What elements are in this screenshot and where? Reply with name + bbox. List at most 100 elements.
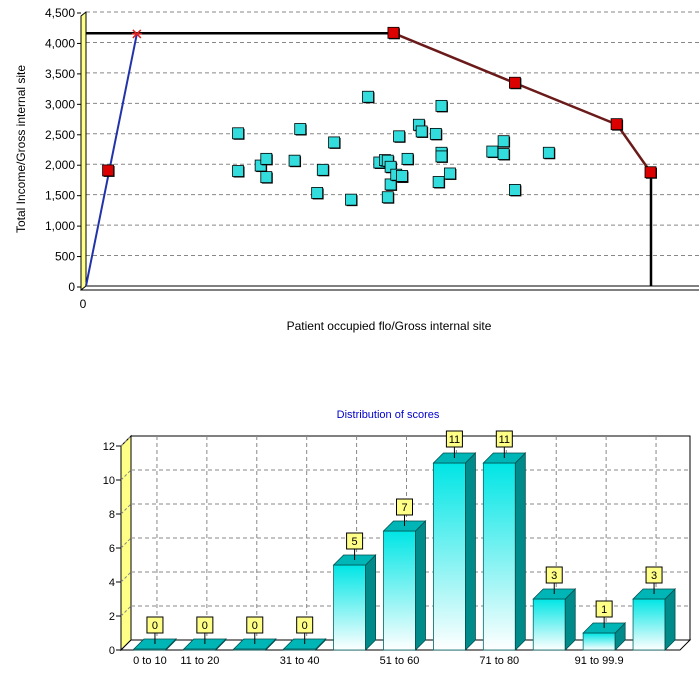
bar	[382, 520, 427, 651]
wall-gridline	[120, 571, 132, 583]
data-label-box	[645, 566, 663, 584]
bar-side	[365, 554, 376, 651]
y-axis-title: Total Income/Gross internal site	[14, 65, 28, 233]
point-face	[444, 167, 456, 180]
wall-gridline	[120, 435, 132, 447]
x-tick-label: 31 to 40	[280, 655, 320, 667]
bar	[482, 452, 527, 651]
bar	[432, 452, 477, 651]
plot-area	[86, 12, 699, 286]
bar-front	[532, 598, 566, 651]
data-label: 11	[449, 434, 460, 446]
ray-line	[85, 33, 138, 287]
data-label: 7	[401, 502, 407, 514]
bar-front	[582, 632, 616, 651]
data-point	[393, 130, 406, 143]
y-tick-label: 2,000	[45, 158, 75, 172]
y-tick-label: 0	[109, 645, 115, 657]
y-tick-label: 6	[109, 543, 115, 555]
data-point	[435, 99, 448, 113]
data-label-box	[396, 498, 413, 516]
data-point	[288, 154, 302, 168]
point-face	[644, 166, 657, 179]
bar-front	[632, 598, 666, 651]
data-point	[294, 123, 307, 136]
data-point	[316, 163, 330, 177]
point-face	[260, 171, 273, 184]
y-tick-label: 4,000	[45, 36, 75, 50]
point-face	[232, 165, 244, 177]
data-label-box	[196, 616, 214, 634]
x-tick-label: 91 to 99.9	[575, 655, 624, 667]
data-point	[444, 167, 457, 180]
data-point	[508, 184, 522, 197]
ray-point	[102, 164, 115, 177]
y-tick-label: 1,000	[45, 219, 75, 233]
frontier-point	[644, 166, 657, 179]
frontier-point	[508, 76, 522, 90]
data-label: 5	[352, 536, 358, 548]
point-face	[288, 154, 301, 167]
bar	[632, 588, 677, 651]
point-face	[497, 135, 510, 148]
data-point	[415, 125, 429, 138]
x-tick-label: 0 to 10	[133, 655, 167, 667]
data-label: 3	[551, 570, 557, 582]
y-tick-label: 1,500	[45, 189, 75, 203]
data-point	[232, 127, 245, 140]
point-face	[381, 191, 394, 204]
data-point	[435, 150, 448, 163]
point-face	[435, 99, 448, 112]
x-tick-label: 0	[80, 297, 87, 311]
data-point	[429, 127, 443, 141]
bar-front	[383, 530, 416, 651]
efficiency-scatter-chart: 0 500 1,000 1,500 2,000 2,500 3,000 3,500 4,000 4…	[14, 6, 699, 333]
point-face	[345, 193, 357, 206]
point-face	[232, 127, 244, 140]
data-label: 0	[302, 620, 308, 632]
data-point	[395, 169, 409, 183]
wall-gridline	[120, 605, 132, 617]
data-point	[497, 148, 511, 161]
data-label-box	[595, 600, 613, 618]
y-tick-label: 3,000	[45, 97, 75, 111]
data-label: 0	[202, 620, 208, 632]
data-label: 3	[651, 570, 657, 582]
point-face	[432, 176, 445, 188]
point-face	[260, 152, 273, 165]
bar-front	[482, 462, 516, 651]
data-label-box	[296, 616, 314, 634]
data-point	[345, 193, 358, 207]
data-point	[311, 187, 324, 200]
wall-gridline	[120, 469, 132, 481]
point-face	[362, 90, 374, 103]
chart-title: Distribution of scores	[337, 409, 440, 421]
wall-gridline	[120, 537, 132, 549]
data-label-box	[146, 616, 164, 634]
point-face	[395, 169, 408, 182]
data-point	[401, 152, 415, 166]
y-tick-label: 4,500	[45, 6, 75, 20]
x-tick-label: 71 to 80	[479, 655, 519, 667]
data-label-box	[495, 430, 513, 448]
y-tick-label: 500	[55, 250, 75, 264]
point-face	[429, 127, 442, 140]
frontier-point	[610, 118, 624, 131]
data-point	[260, 171, 273, 184]
bar-side	[514, 452, 526, 651]
frontier-point	[387, 26, 400, 40]
bar-side	[664, 588, 676, 651]
data-point	[328, 136, 341, 149]
point-face	[435, 150, 448, 163]
x-tick-label: 11 to 20	[180, 655, 219, 667]
bar-side	[465, 452, 476, 651]
frontier-line	[393, 32, 653, 174]
data-point	[432, 176, 446, 189]
y-tick-label: 0	[68, 280, 75, 294]
wall-gridline	[120, 503, 132, 515]
y-tick-label: 12	[103, 441, 115, 453]
bar-side	[415, 520, 426, 651]
bar	[582, 622, 627, 651]
data-point	[497, 135, 511, 148]
